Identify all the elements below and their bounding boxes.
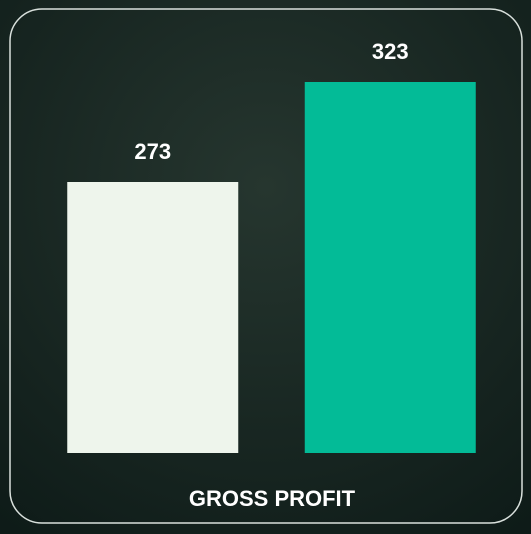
chart-title: GROSS PROFIT [189, 486, 356, 511]
data-label: 273 [134, 139, 171, 164]
frame [9, 8, 523, 524]
bar [67, 182, 239, 453]
bar [304, 82, 476, 453]
data-label: 323 [372, 39, 409, 64]
